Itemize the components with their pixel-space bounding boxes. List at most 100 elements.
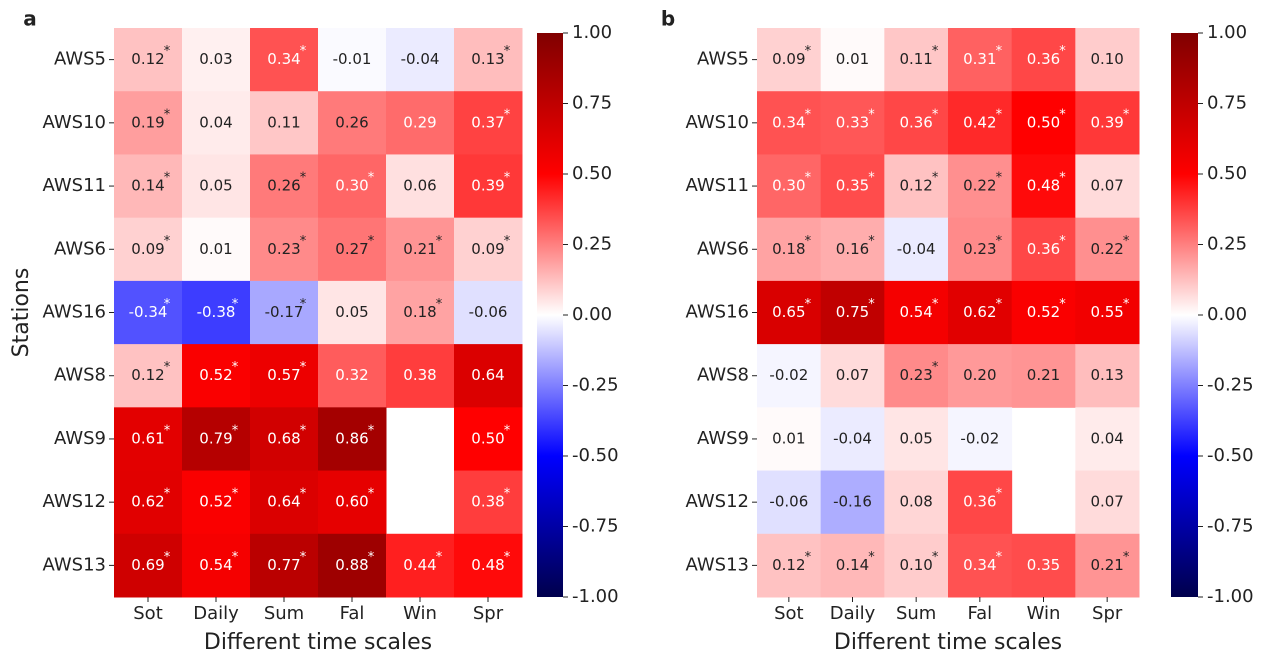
heat-cell: [182, 533, 251, 598]
cell-label: 0.04: [199, 113, 232, 131]
cell-label: 0.36: [963, 493, 996, 511]
heat-cell: [114, 154, 183, 219]
cell-label: 0.38: [403, 366, 436, 384]
cell-label: 0.01: [772, 429, 805, 447]
cell-label: -0.02: [960, 429, 999, 447]
y-tick-label: AWS6: [54, 238, 106, 259]
significance-star: *: [932, 550, 939, 565]
cell-label: 0.07: [1090, 493, 1123, 511]
cell-label: 0.19: [131, 113, 164, 131]
cell-label: -0.06: [769, 493, 808, 511]
heat-cell: [820, 217, 885, 282]
y-tick-label: AWS9: [697, 428, 749, 449]
cell-label: 0.01: [836, 50, 869, 68]
colorbar-tick-label: 0.25: [572, 234, 612, 255]
colorbar: [1171, 33, 1198, 597]
significance-star: *: [504, 44, 511, 59]
heat-cell: [386, 28, 455, 92]
y-tick-label: AWS5: [54, 49, 106, 70]
heat-cell: [820, 28, 885, 92]
significance-star: *: [805, 297, 812, 312]
heat-cell: [454, 91, 523, 155]
cell-label: 0.30: [335, 177, 368, 195]
heat-cell: [948, 470, 1013, 535]
significance-star: *: [932, 297, 939, 312]
cell-label: 0.18: [772, 240, 805, 258]
cell-label: 0.60: [335, 493, 368, 511]
colorbar-tick-label: 0.50: [1207, 163, 1247, 184]
heat-cell: [948, 28, 1013, 92]
cell-label: 0.39: [471, 177, 504, 195]
cell-label: 0.07: [1090, 177, 1123, 195]
y-tick-label: AWS8: [54, 365, 106, 386]
cell-label: 0.54: [199, 556, 232, 574]
significance-star: *: [164, 550, 171, 565]
heat-cell: [114, 280, 183, 345]
heat-cell: [386, 344, 455, 408]
heat-cell: [182, 91, 251, 155]
cell-label: 0.11: [899, 50, 932, 68]
heat-cell: [820, 344, 885, 408]
significance-star: *: [805, 107, 812, 122]
significance-star: *: [932, 44, 939, 59]
cell-label: 0.34: [963, 556, 996, 574]
heat-cell: [318, 407, 387, 472]
colorbar-tick-label: -0.75: [1207, 516, 1254, 537]
significance-star: *: [1123, 107, 1130, 122]
cell-label: 0.29: [403, 113, 436, 131]
significance-star: *: [1123, 234, 1130, 249]
heat-cell: [318, 28, 387, 92]
heat-cell: [1075, 280, 1140, 345]
cell-label: 0.34: [772, 113, 805, 131]
heat-cell: [948, 344, 1013, 408]
heat-cell: [386, 154, 455, 219]
heat-cell: [114, 470, 183, 535]
heat-cell: [884, 533, 949, 598]
heat-cell: [1011, 217, 1076, 282]
significance-star: *: [164, 107, 171, 122]
cell-label: 0.36: [899, 113, 932, 131]
cell-label: 0.62: [131, 493, 164, 511]
heat-cell: [250, 470, 319, 535]
heat-cell: [820, 154, 885, 219]
heat-cell: [182, 344, 251, 408]
heat-cell: [250, 280, 319, 345]
significance-star: *: [1123, 550, 1130, 565]
heat-cell: [454, 217, 523, 282]
colorbar-tick-label: -0.75: [572, 516, 619, 537]
significance-star: *: [368, 423, 375, 438]
heat-cell: [250, 407, 319, 472]
heat-cell: [250, 28, 319, 92]
heat-cell: [1011, 344, 1076, 408]
cell-label: 0.23: [963, 240, 996, 258]
significance-star: *: [868, 297, 875, 312]
heat-cell: [948, 280, 1013, 345]
cell-label: 0.12: [131, 50, 164, 68]
heat-cell: [757, 344, 822, 408]
heat-cell: [1075, 91, 1140, 155]
heat-cell: [386, 217, 455, 282]
heat-cell: [182, 407, 251, 472]
heat-cell: [386, 91, 455, 155]
y-tick-label: AWS12: [43, 491, 106, 512]
heat-cell: [454, 533, 523, 598]
heat-cell: [757, 280, 822, 345]
y-tick-label: AWS10: [43, 112, 106, 133]
significance-star: *: [805, 234, 812, 249]
heat-cell: [454, 154, 523, 219]
y-tick-label: AWS16: [43, 302, 106, 323]
significance-star: *: [996, 487, 1003, 502]
significance-star: *: [300, 487, 307, 502]
cell-label: 0.35: [1027, 556, 1060, 574]
significance-star: *: [805, 550, 812, 565]
panel-label: b: [661, 7, 675, 31]
heat-cell: [948, 217, 1013, 282]
significance-star: *: [436, 234, 443, 249]
heat-cell: [386, 280, 455, 345]
heat-cell: [884, 407, 949, 472]
significance-star: *: [300, 234, 307, 249]
cell-label: 0.50: [471, 429, 504, 447]
cell-label: 0.22: [1090, 240, 1123, 258]
heat-cell: [1075, 407, 1140, 472]
